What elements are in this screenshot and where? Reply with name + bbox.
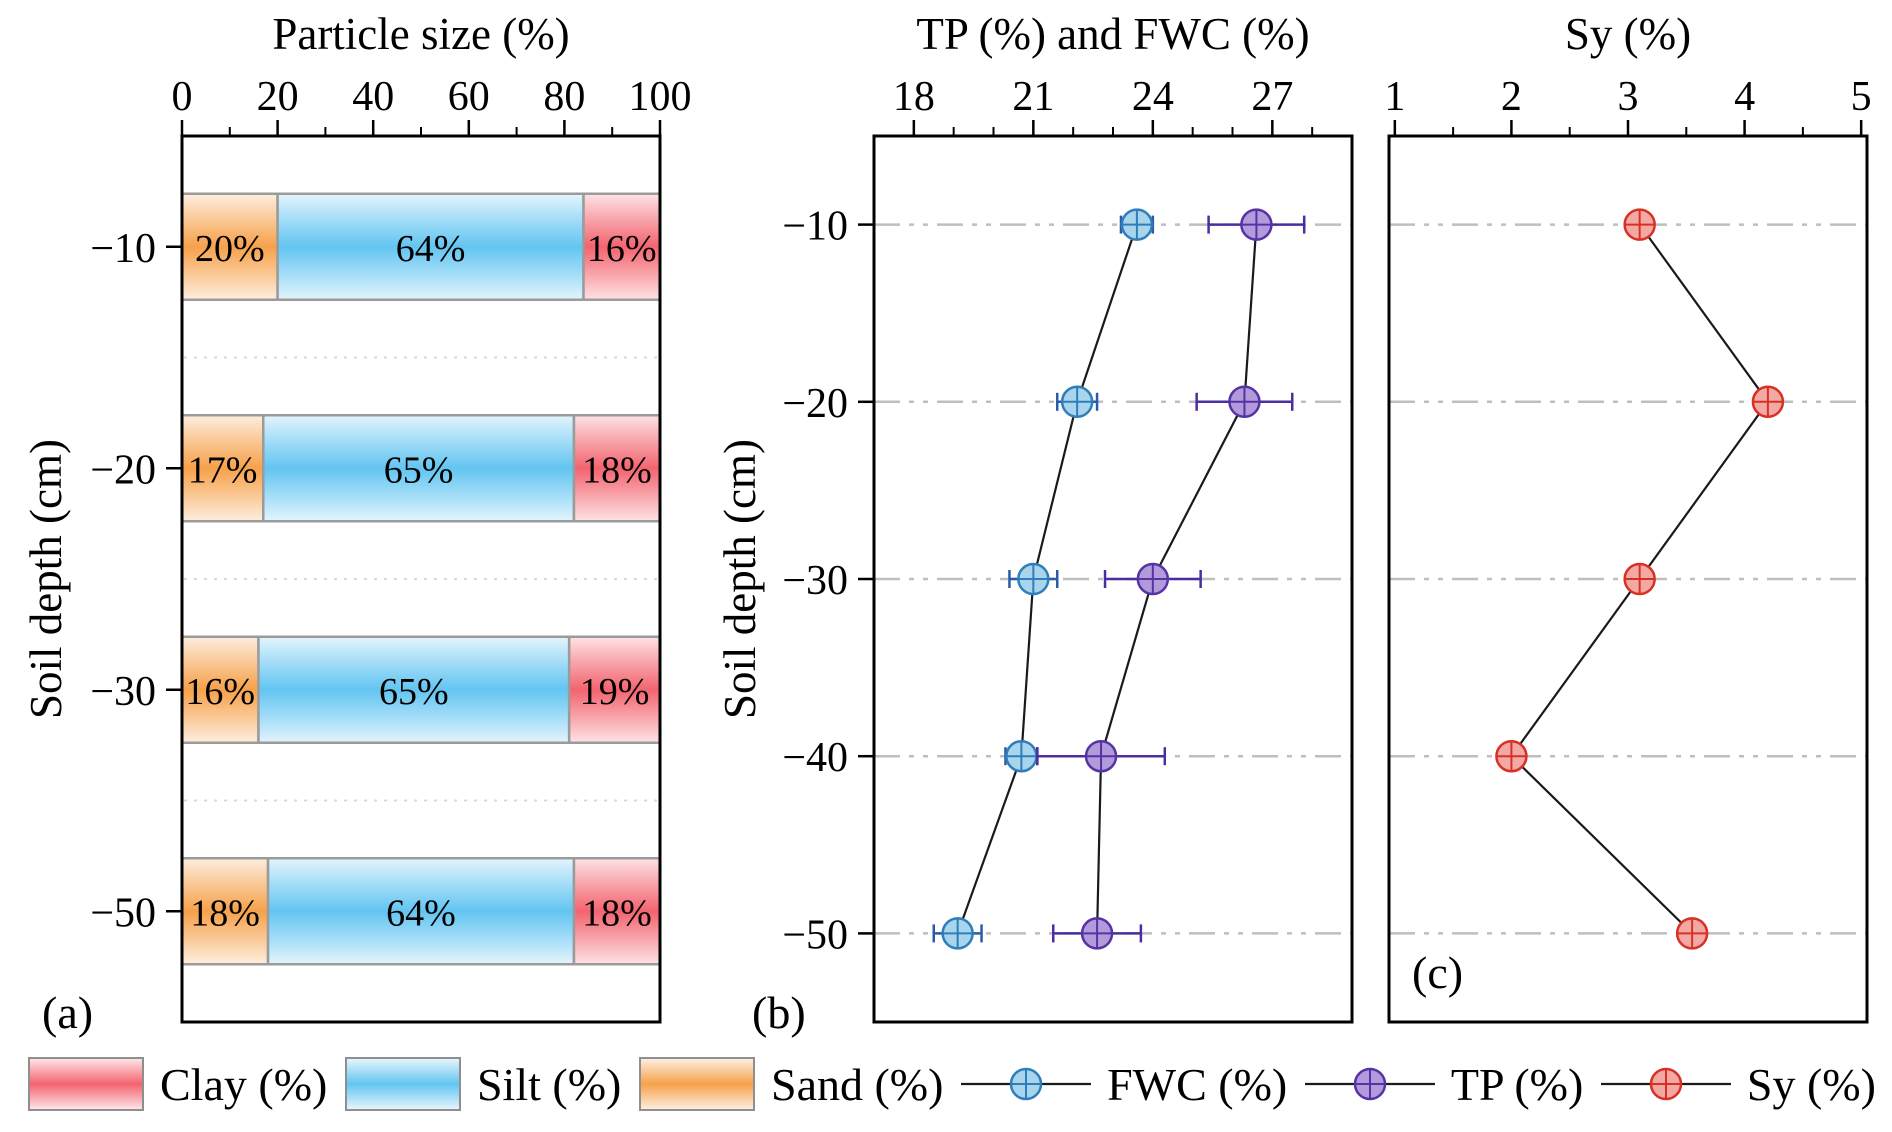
legend-item-fwc: FWC (%) bbox=[961, 1056, 1287, 1112]
panel-frame bbox=[1387, 134, 1869, 1024]
x-tick-label: 100 bbox=[629, 74, 692, 120]
panel-b-title: TP (%) and FWC (%) bbox=[916, 9, 1310, 59]
bar-value-label: 18% bbox=[190, 892, 260, 934]
legend-label-fwc: FWC (%) bbox=[1107, 1058, 1288, 1110]
x-tick-label: 60 bbox=[448, 74, 490, 120]
panel-a-letter: (a) bbox=[42, 987, 94, 1038]
y-tick-label: −40 bbox=[782, 735, 848, 781]
legend-item-clay: Clay (%) bbox=[28, 1057, 327, 1111]
bar-value-label: 16% bbox=[587, 228, 657, 270]
x-tick-label: 24 bbox=[1132, 74, 1174, 120]
panel-frame bbox=[872, 134, 1354, 1024]
bar-segment bbox=[572, 857, 662, 966]
y-tick-label: −20 bbox=[782, 381, 848, 427]
legend-label-clay: Clay (%) bbox=[160, 1058, 328, 1110]
silt-swatch-icon bbox=[344, 1057, 461, 1111]
legend-marker-glyph bbox=[1304, 1067, 1435, 1101]
bar-value-label: 64% bbox=[396, 228, 466, 270]
legend: Clay (%) Silt (%) Sand (%) FWC (%) TP (%… bbox=[28, 1056, 1876, 1112]
y-tick-label: −10 bbox=[90, 226, 156, 272]
bar-segment bbox=[276, 192, 585, 301]
panel-a-title: Particle size (%) bbox=[272, 9, 570, 59]
panel-a-y-axis-label: Soil depth (cm) bbox=[21, 439, 71, 719]
bar-segment bbox=[266, 857, 576, 966]
sand-swatch-icon bbox=[638, 1057, 755, 1111]
y-tick-label: −30 bbox=[782, 558, 848, 604]
legend-item-sand: Sand (%) bbox=[638, 1057, 944, 1111]
bar-value-label: 65% bbox=[384, 449, 454, 491]
legend-item-silt: Silt (%) bbox=[344, 1057, 622, 1111]
bar-value-label: 64% bbox=[386, 892, 456, 934]
bar-value-label: 19% bbox=[580, 671, 650, 713]
tp-marker-icon bbox=[1304, 1056, 1435, 1112]
y-tick-label: −30 bbox=[90, 669, 156, 715]
bar-segment bbox=[257, 635, 571, 744]
legend-item-tp: TP (%) bbox=[1304, 1056, 1584, 1112]
panel-c-letter: (c) bbox=[1412, 947, 1464, 998]
bar-value-label: 18% bbox=[582, 449, 652, 491]
panel-a-frame bbox=[180, 134, 662, 1024]
legend-item-sy: Sy (%) bbox=[1600, 1056, 1876, 1112]
bar-segment bbox=[572, 414, 662, 523]
x-tick-label: 1 bbox=[1384, 74, 1405, 120]
bar-value-label: 65% bbox=[379, 671, 449, 713]
legend-label-sy: Sy (%) bbox=[1746, 1058, 1876, 1110]
panel-b-letter: (b) bbox=[752, 987, 806, 1038]
x-tick-label: 20 bbox=[257, 74, 299, 120]
y-tick-label: −10 bbox=[782, 204, 848, 250]
x-tick-label: 2 bbox=[1501, 74, 1522, 120]
legend-label-tp: TP (%) bbox=[1450, 1058, 1584, 1110]
x-tick-label: 3 bbox=[1618, 74, 1639, 120]
legend-label-silt: Silt (%) bbox=[476, 1058, 622, 1110]
panel-c-title: Sy (%) bbox=[1564, 9, 1692, 59]
y-tick-label: −20 bbox=[90, 447, 156, 493]
bar-value-label: 18% bbox=[582, 892, 652, 934]
x-tick-label: 0 bbox=[172, 74, 193, 120]
y-tick-label: −50 bbox=[90, 890, 156, 936]
bar-segment bbox=[180, 635, 260, 744]
panel-b-y-axis-label: Soil depth (cm) bbox=[715, 439, 765, 719]
x-tick-label: 80 bbox=[543, 74, 585, 120]
bar-segment bbox=[180, 414, 265, 523]
bar-value-label: 20% bbox=[195, 228, 265, 270]
x-tick-label: 40 bbox=[352, 74, 394, 120]
bar-value-label: 16% bbox=[185, 671, 255, 713]
x-tick-label: 5 bbox=[1851, 74, 1872, 120]
bar-value-label: 17% bbox=[188, 449, 258, 491]
legend-label-sand: Sand (%) bbox=[770, 1058, 944, 1110]
clay-swatch-icon bbox=[28, 1057, 144, 1111]
legend-marker-glyph bbox=[961, 1067, 1092, 1101]
bar-segment bbox=[262, 414, 576, 523]
x-tick-label: 21 bbox=[1012, 74, 1054, 120]
x-tick-label: 4 bbox=[1734, 74, 1755, 120]
x-tick-label: 27 bbox=[1251, 74, 1293, 120]
bar-segment bbox=[180, 192, 279, 301]
x-tick-label: 18 bbox=[893, 74, 935, 120]
fwc-marker-icon bbox=[961, 1056, 1092, 1112]
y-tick-label: −50 bbox=[782, 912, 848, 958]
legend-marker-glyph bbox=[1600, 1067, 1731, 1101]
bar-segment bbox=[582, 192, 662, 301]
sy-marker-icon bbox=[1600, 1056, 1731, 1112]
